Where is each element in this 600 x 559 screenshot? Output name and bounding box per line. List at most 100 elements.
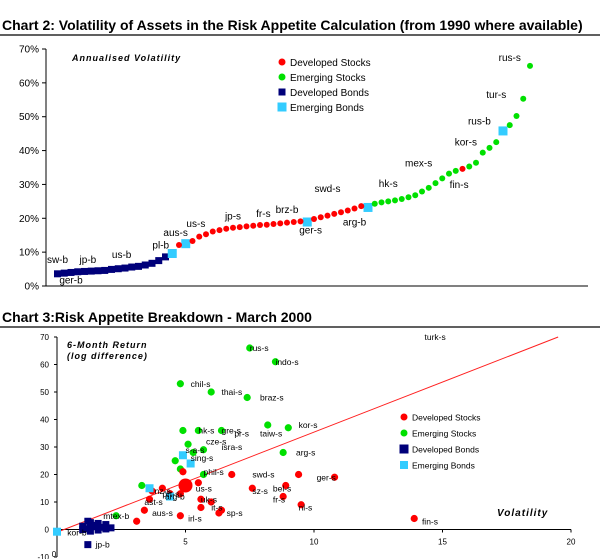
chart3-point-developed-stocks xyxy=(282,481,290,490)
chart2-label-jp-s: jp-s xyxy=(224,212,241,223)
chart3-point-developed-stocks xyxy=(197,503,205,512)
chart2-point-emerging-bonds xyxy=(302,217,312,227)
chart3-point-emerging-stocks xyxy=(264,421,272,429)
chart3-point-developed-stocks xyxy=(228,470,236,479)
chart3-point-developed-stocks xyxy=(179,468,187,476)
chart2-point-developed-stocks xyxy=(277,220,284,227)
chart3-regression-line xyxy=(56,336,559,533)
chart2-point-emerging-stocks xyxy=(405,194,412,201)
chart3-point-emerging-stocks xyxy=(217,426,226,435)
chart3-legend-marker-emerging-stocks xyxy=(400,429,408,437)
chart2-point-developed-bonds xyxy=(121,264,129,272)
chart3-y-tick-label: 60 xyxy=(40,361,49,370)
chart3-label-sz-s: sz-s xyxy=(252,486,268,496)
chart3-label-chil-s: chil-s xyxy=(191,379,211,389)
chart2-point-developed-stocks xyxy=(236,224,243,231)
chart3-legend-label-emerging-stocks: Emerging Stocks xyxy=(412,429,476,439)
chart2-point-developed-bonds xyxy=(155,257,163,265)
chart2-point-developed-stocks xyxy=(311,215,317,222)
chart3-legend-marker-developed-stocks xyxy=(400,413,408,421)
chart3-label-arg-b: arg-b xyxy=(165,492,185,502)
chart2-label-us-s: us-s xyxy=(186,219,205,230)
chart2-title: Chart 2: Volatility of Assets in the Ris… xyxy=(2,17,583,33)
chart2-point-emerging-stocks xyxy=(479,149,486,156)
chart3-point-developed-stocks xyxy=(133,517,141,525)
chart3-label-thai-s: thai-s xyxy=(221,387,242,397)
chart2-point-developed-stocks xyxy=(216,227,223,234)
chart3-point-emerging-stocks xyxy=(271,358,280,366)
chart2-label-pl-b: pl-b xyxy=(152,240,169,251)
chart3-label-gre-s: gre-s xyxy=(221,426,240,436)
chart3-title: Chart 3:Risk Appetite Breakdown - March … xyxy=(2,309,312,325)
chart3-point-developed-stocks xyxy=(194,479,202,487)
chart3-y-tick-label: 40 xyxy=(40,416,49,425)
chart2-point-developed-bonds xyxy=(128,263,136,271)
chart3-y-tick-label: 10 xyxy=(40,498,49,507)
chart3-point-developed-stocks xyxy=(330,473,339,481)
chart2-point-developed-bonds xyxy=(162,253,169,261)
chart3-label-turk-s: turk-s xyxy=(425,332,446,342)
chart2-point-developed-stocks xyxy=(270,221,277,228)
chart3-y-tick-label: 0 xyxy=(45,526,50,535)
chart2-label-arg-b: arg-b xyxy=(343,217,367,228)
chart2-point-emerging-stocks xyxy=(425,184,432,191)
chart2-point-emerging-bonds xyxy=(363,202,373,212)
chart3-label-irl-s: irl-s xyxy=(188,514,202,524)
chart2-label-fr-s: fr-s xyxy=(256,209,270,220)
chart3-y-axis-label-line1: 6-Month Return xyxy=(67,340,148,350)
chart2-label-brz-b: brz-b xyxy=(276,205,299,216)
chart2-point-emerging-stocks xyxy=(432,180,439,187)
chart2-y-tick-label: 50% xyxy=(19,112,39,123)
chart3-label-jp-b: jp-b xyxy=(95,540,110,550)
chart3-point-developed-stocks xyxy=(297,501,305,509)
chart2-label-fin-s: fin-s xyxy=(450,180,469,191)
chart3-x-tick-label: 5 xyxy=(183,538,188,547)
chart3-legend-label-developed-stocks: Developed Stocks xyxy=(412,413,481,423)
chart2: 0% 10% 20% 30% 40% 50% 60% 70% Annualised Volat… xyxy=(19,45,588,293)
chart2-point-developed-stocks xyxy=(209,228,216,235)
chart2-point-developed-bonds xyxy=(114,265,122,273)
chart2-label-swd-s: swd-s xyxy=(314,184,340,195)
chart2-point-developed-bonds xyxy=(94,267,102,275)
chart3-point-developed-stocks xyxy=(178,478,193,493)
chart3-point-developed-bonds xyxy=(84,541,92,549)
chart3-legend-label-emerging-bonds: Emerging Bonds xyxy=(412,461,475,471)
chart2-point-developed-stocks xyxy=(263,221,270,228)
chart2-legend: Developed Stocks Emerging Stocks Developed… xyxy=(277,58,371,114)
chart3-point-emerging-stocks xyxy=(176,380,184,388)
chart2-point-emerging-stocks xyxy=(452,167,459,174)
chart3-label-bel-s: bel-s xyxy=(273,483,291,493)
chart2-point-emerging-stocks xyxy=(371,200,378,207)
chart3-label-ger-s: ger-s xyxy=(317,472,336,482)
chart2-label-sw-b: sw-b xyxy=(47,255,69,266)
chart2-legend-marker-emerging-stocks xyxy=(278,73,286,81)
chart3-label-isra-s: isra-s xyxy=(221,442,242,452)
chart3-label-s-a-s: s-a-s xyxy=(186,445,205,455)
chart2-point-developed-bonds xyxy=(108,265,115,273)
chart3-point-developed-stocks xyxy=(176,490,184,498)
chart3-point-emerging-bonds xyxy=(178,451,187,460)
chart2-label-ger-b: ger-b xyxy=(59,275,83,286)
chart2-point-developed-bonds xyxy=(60,269,68,277)
chart2-label-tur-s: tur-s xyxy=(486,90,506,101)
chart3-label-taiw-s: taiw-s xyxy=(260,428,282,438)
chart3-point-developed-bonds xyxy=(86,527,94,535)
chart3-label-braz-s: braz-s xyxy=(260,393,284,403)
chart2-point-emerging-stocks xyxy=(378,199,385,206)
chart2-y-tick-label: 0% xyxy=(25,282,40,293)
chart3-label-rus-s: rus-s xyxy=(250,343,269,353)
chart2-point-emerging-stocks xyxy=(493,139,500,146)
chart3-y-tick-label: -10 xyxy=(37,553,49,559)
chart3-label-arg-s: arg-s xyxy=(296,448,315,458)
chart3-label-kor-s: kor-s xyxy=(299,420,318,430)
chart3-point-developed-stocks xyxy=(294,470,303,479)
chart2-y-tick-label: 30% xyxy=(19,180,39,191)
chart2-point-developed-stocks xyxy=(317,214,324,221)
chart2-point-developed-bonds xyxy=(54,270,61,278)
chart2-label-aus-s: aus-s xyxy=(163,228,187,239)
chart2-point-developed-stocks xyxy=(290,219,297,226)
chart2-y-tick-label: 10% xyxy=(19,248,39,259)
chart2-point-emerging-stocks xyxy=(520,95,527,102)
chart3-x-axis-label: Volatility xyxy=(497,508,548,519)
